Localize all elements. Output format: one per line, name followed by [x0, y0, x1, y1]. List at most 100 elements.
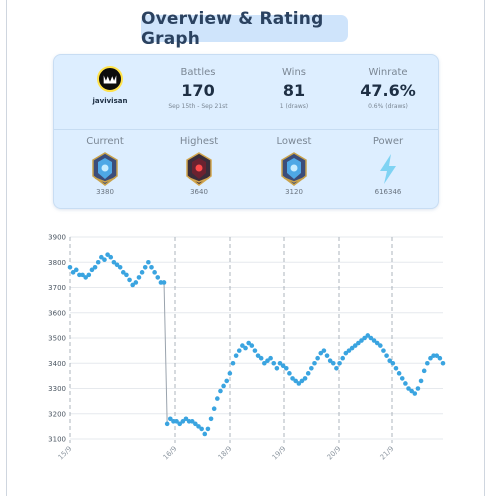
- rating-point[interactable]: [240, 343, 245, 348]
- rating-point[interactable]: [421, 368, 427, 374]
- rating-point[interactable]: [418, 378, 424, 384]
- rating-point[interactable]: [92, 265, 98, 270]
- rating-point[interactable]: [249, 343, 255, 348]
- rating-point[interactable]: [95, 259, 101, 265]
- rating-point[interactable]: [152, 270, 157, 275]
- rating-point[interactable]: [67, 265, 73, 270]
- rating-point[interactable]: [120, 270, 126, 275]
- rating-point[interactable]: [196, 424, 201, 429]
- rating-point[interactable]: [255, 353, 261, 358]
- rating-point[interactable]: [130, 282, 135, 288]
- rating-point[interactable]: [124, 272, 129, 278]
- rating-point[interactable]: [105, 252, 110, 257]
- rating-point[interactable]: [368, 335, 374, 341]
- rating-point[interactable]: [80, 272, 85, 278]
- rating-point[interactable]: [283, 366, 289, 371]
- rating-point[interactable]: [111, 259, 117, 265]
- rating-point[interactable]: [274, 366, 280, 371]
- rating-point[interactable]: [352, 343, 358, 348]
- rating-point[interactable]: [174, 419, 179, 424]
- rating-point[interactable]: [287, 371, 292, 376]
- rating-point[interactable]: [108, 254, 114, 260]
- rating-point[interactable]: [139, 270, 145, 275]
- rating-point[interactable]: [70, 270, 76, 275]
- rating-point[interactable]: [277, 360, 283, 366]
- rating-point[interactable]: [312, 360, 317, 366]
- rating-point[interactable]: [381, 348, 386, 353]
- rating-point[interactable]: [365, 333, 371, 338]
- rating-point[interactable]: [359, 338, 364, 343]
- rating-point[interactable]: [406, 386, 411, 391]
- rating-point[interactable]: [211, 406, 217, 412]
- rating-point[interactable]: [330, 360, 336, 366]
- rating-point[interactable]: [83, 275, 88, 280]
- rating-point[interactable]: [299, 378, 305, 384]
- rating-point[interactable]: [415, 386, 421, 391]
- rating-point[interactable]: [343, 350, 349, 356]
- rating-point[interactable]: [117, 265, 123, 270]
- rating-point[interactable]: [73, 267, 79, 273]
- rating-point[interactable]: [230, 360, 236, 366]
- rating-point[interactable]: [236, 348, 242, 353]
- rating-point[interactable]: [412, 391, 418, 396]
- rating-point[interactable]: [271, 360, 277, 366]
- rating-point[interactable]: [199, 426, 204, 432]
- rating-point[interactable]: [227, 371, 233, 376]
- rating-point[interactable]: [202, 431, 208, 437]
- rating-point[interactable]: [324, 353, 330, 358]
- rating-point[interactable]: [374, 340, 380, 346]
- rating-point[interactable]: [399, 376, 405, 381]
- rating-point[interactable]: [183, 416, 189, 422]
- rating-point[interactable]: [133, 280, 139, 285]
- rating-point[interactable]: [164, 421, 170, 427]
- rating-point[interactable]: [208, 416, 214, 422]
- rating-point[interactable]: [315, 355, 320, 361]
- rating-point[interactable]: [302, 376, 308, 381]
- rating-point[interactable]: [434, 353, 440, 358]
- rating-point[interactable]: [425, 360, 430, 366]
- rating-point[interactable]: [280, 363, 286, 369]
- rating-point[interactable]: [321, 348, 327, 353]
- rating-point[interactable]: [440, 360, 446, 366]
- rating-point[interactable]: [409, 388, 414, 394]
- rating-point[interactable]: [290, 376, 295, 381]
- rating-point[interactable]: [127, 277, 132, 283]
- rating-point[interactable]: [243, 345, 248, 351]
- rating-point[interactable]: [189, 419, 195, 424]
- rating-point[interactable]: [428, 355, 433, 361]
- rating-point[interactable]: [356, 340, 361, 346]
- rating-point[interactable]: [262, 360, 267, 366]
- rating-point[interactable]: [268, 355, 273, 361]
- rating-point[interactable]: [246, 340, 251, 346]
- rating-point[interactable]: [218, 388, 223, 394]
- rating-point[interactable]: [149, 265, 154, 270]
- rating-point[interactable]: [89, 267, 95, 273]
- rating-point[interactable]: [362, 335, 367, 341]
- rating-point[interactable]: [309, 366, 314, 371]
- rating-point[interactable]: [161, 280, 167, 285]
- rating-point[interactable]: [146, 259, 151, 265]
- rating-point[interactable]: [168, 416, 173, 422]
- rating-point[interactable]: [102, 257, 107, 263]
- rating-point[interactable]: [221, 383, 226, 389]
- rating-point[interactable]: [233, 353, 239, 358]
- rating-point[interactable]: [177, 421, 183, 427]
- rating-point[interactable]: [378, 343, 383, 348]
- rating-point[interactable]: [265, 358, 270, 364]
- rating-point[interactable]: [305, 371, 311, 376]
- rating-point[interactable]: [393, 366, 399, 371]
- rating-point[interactable]: [180, 419, 186, 424]
- rating-point[interactable]: [224, 378, 230, 384]
- rating-point[interactable]: [252, 348, 258, 353]
- rating-point[interactable]: [349, 345, 355, 351]
- rating-point[interactable]: [155, 275, 161, 280]
- avatar[interactable]: [97, 66, 123, 92]
- rating-point[interactable]: [193, 421, 198, 427]
- rating-point[interactable]: [258, 355, 264, 361]
- rating-point[interactable]: [86, 272, 92, 278]
- rating-point[interactable]: [334, 366, 339, 371]
- rating-point[interactable]: [396, 371, 402, 376]
- rating-point[interactable]: [114, 262, 120, 268]
- rating-point[interactable]: [387, 358, 393, 364]
- rating-point[interactable]: [205, 426, 211, 432]
